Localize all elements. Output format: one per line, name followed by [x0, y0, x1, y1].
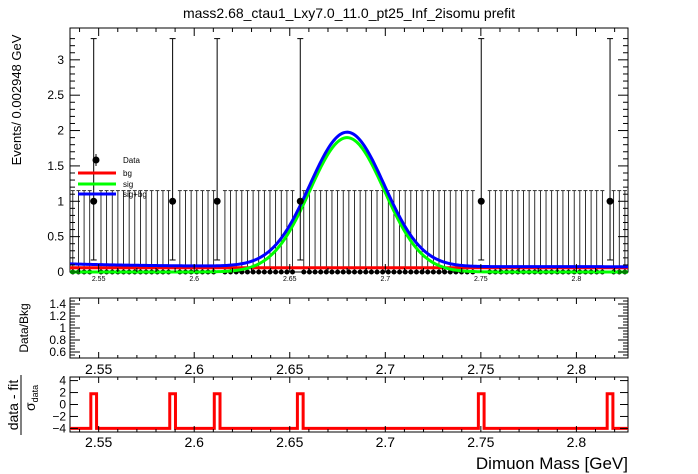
- main-ytick-label: 1: [57, 194, 64, 208]
- legend-entry-data: Data: [92, 154, 140, 166]
- sig-curve: [70, 136, 628, 274]
- legend-bg-label: bg: [123, 169, 132, 178]
- empty-bin-point: [340, 269, 346, 275]
- ratio-xtick-label: 2.75: [467, 361, 494, 377]
- main-xtick-label: 2.6: [189, 276, 199, 283]
- empty-bin-point: [278, 269, 284, 275]
- data-point: [90, 197, 98, 205]
- main-ytick-label: 1.5: [47, 159, 64, 173]
- pull-xtick-label: 2.7: [376, 434, 396, 450]
- empty-bin-point: [346, 269, 352, 275]
- empty-bin-point: [351, 269, 357, 275]
- empty-bin-point: [402, 269, 408, 275]
- data-point: [213, 197, 221, 205]
- ratio-ytick-label: 1.2: [49, 309, 66, 323]
- empty-bin-point: [284, 269, 290, 275]
- ratio-ytick-label: 1.4: [49, 297, 66, 311]
- empty-bin-point: [306, 269, 312, 275]
- pull-frame: [69, 376, 629, 433]
- ratio-xtick-label: 2.55: [85, 361, 112, 377]
- pull-xtick-label: 2.6: [184, 434, 204, 450]
- pull-xtick-label: 2.75: [467, 434, 494, 450]
- x-axis-label: Dimuon Mass [GeV]: [476, 454, 628, 473]
- ratio-xtick-label: 2.6: [184, 361, 204, 377]
- pull-curve: [70, 392, 628, 430]
- ratio-xtick-label: 2.7: [376, 361, 396, 377]
- main-xtick-label: 2.55: [92, 276, 106, 283]
- pull-ytick-label: 4: [59, 374, 66, 388]
- pull-ytick-label: −2: [52, 409, 66, 423]
- empty-bin-point: [430, 269, 436, 275]
- pull-xtick-label: 2.55: [85, 434, 112, 450]
- main-xtick-label: 2.8: [572, 276, 582, 283]
- empty-bin-point: [335, 269, 341, 275]
- pull-ylabel-numerator: data - fit: [5, 380, 21, 431]
- pull-ytick-label: 0: [59, 398, 66, 412]
- ratio-panel: 2.55 2.6 2.65 2.7 2.75 2.8 0.60.811.21.4 Data…: [17, 297, 629, 377]
- empty-bin-point: [273, 269, 279, 275]
- pull-xtick-label: 2.8: [567, 434, 587, 450]
- empty-bin-point: [267, 269, 273, 275]
- pull-ylabel-sigma: σ: [22, 402, 38, 411]
- ratio-ytick-label: 1: [59, 321, 66, 335]
- main-panel: 2.55 2.6 2.65 2.7 2.75 2.8 0 0.5 1 1.5 2 2.5 3 Even…: [9, 27, 629, 283]
- empty-bin-point: [436, 269, 442, 275]
- empty-bin-point: [261, 269, 267, 275]
- pull-ylabel-denominator: σdata: [22, 385, 40, 411]
- empty-bin-point: [374, 269, 380, 275]
- empty-bin-point: [408, 269, 414, 275]
- ratio-ylabel: Data/Bkg: [17, 303, 31, 352]
- ratio-ytick-label: 0.8: [49, 333, 66, 347]
- pull-ylabel-subscript: data: [30, 385, 40, 403]
- ratio-xtick-label: 2.65: [276, 361, 303, 377]
- pull-ytick-label: 2: [59, 386, 66, 400]
- empty-bin-point: [397, 269, 403, 275]
- empty-bin-point: [391, 269, 397, 275]
- empty-bin-point: [368, 269, 374, 275]
- legend-sigbg-label: sig+bg: [123, 190, 147, 199]
- data-point: [477, 197, 485, 205]
- empty-bin-point: [357, 269, 363, 275]
- empty-bin-point: [256, 269, 262, 275]
- empty-bin-point: [380, 269, 386, 275]
- empty-bin-point: [425, 269, 431, 275]
- legend-entry-sig: sig: [78, 180, 133, 189]
- chart-title: mass2.68_ctau1_Lxy7.0_11.0_pt25_Inf_2iso…: [183, 5, 515, 21]
- pull-ylabel: data - fit σdata: [5, 375, 40, 435]
- main-ytick-label: 0.5: [47, 230, 64, 244]
- main-xtick-label: 2.65: [283, 276, 297, 283]
- legend: Data bg sig sig+bg: [78, 154, 147, 199]
- empty-bin-point: [318, 269, 324, 275]
- main-ytick-label: 2.5: [47, 88, 64, 102]
- legend-sig-label: sig: [123, 180, 133, 189]
- main-ytick-label: 3: [57, 53, 64, 67]
- empty-bin-point: [385, 269, 391, 275]
- sigbg-curve: [69, 130, 628, 269]
- legend-entry-bg: bg: [78, 169, 132, 178]
- main-ytick-label: 2: [57, 124, 64, 138]
- main-xtick-label: 2.75: [474, 276, 488, 283]
- main-ytick-label: 0: [57, 265, 64, 279]
- legend-data-label: Data: [123, 156, 140, 165]
- pull-ytick-label: −4: [52, 421, 66, 435]
- data-point: [296, 197, 304, 205]
- empty-bin-point: [244, 269, 250, 275]
- data-point: [169, 197, 177, 205]
- empty-bin-point: [290, 269, 296, 275]
- data-point: [606, 197, 614, 205]
- empty-bin-point: [301, 269, 307, 275]
- empty-bin-point: [312, 269, 318, 275]
- ratio-xtick-label: 2.8: [567, 361, 587, 377]
- pull-xtick-label: 2.65: [276, 434, 303, 450]
- main-ylabel: Events/ 0.002948 GeV: [9, 34, 24, 165]
- empty-bin-point: [442, 269, 448, 275]
- ratio-ytick-label: 0.6: [49, 345, 66, 359]
- main-xtick-label: 2.7: [380, 276, 390, 283]
- ratio-frame: [69, 297, 629, 359]
- empty-bin-point: [413, 269, 419, 275]
- legend-entry-sigbg: sig+bg: [78, 190, 147, 199]
- empty-bin-point: [329, 269, 335, 275]
